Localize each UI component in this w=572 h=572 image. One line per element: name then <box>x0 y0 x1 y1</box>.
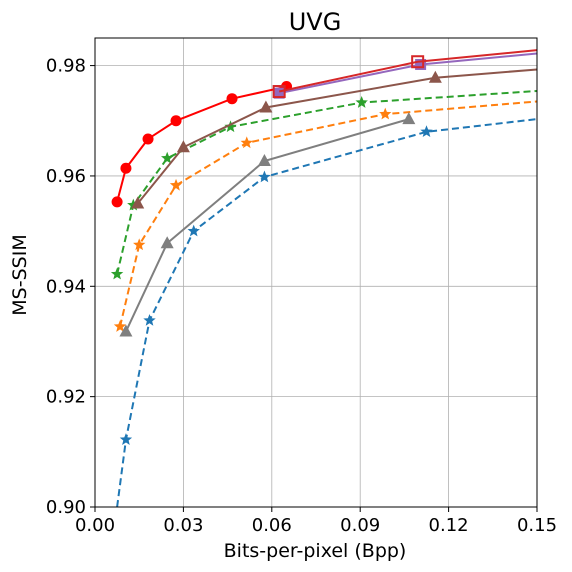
data-point <box>273 87 285 99</box>
data-point <box>257 154 271 167</box>
x-tick-label: 0.12 <box>429 515 469 536</box>
series-line <box>125 118 410 332</box>
data-point <box>420 125 433 138</box>
data-point <box>240 136 253 149</box>
data-point <box>127 198 140 211</box>
data-point <box>160 236 174 249</box>
chart-title: UVG <box>289 8 342 36</box>
data-point <box>142 133 154 145</box>
data-point <box>161 151 174 164</box>
x-tick-label: 0.03 <box>163 515 203 536</box>
data-point <box>224 120 237 133</box>
data-point <box>402 112 416 125</box>
data-point <box>119 324 133 337</box>
data-point <box>170 115 182 127</box>
series-0 <box>116 118 537 507</box>
series-line <box>116 89 537 275</box>
data-point <box>131 196 145 209</box>
series-line <box>116 85 287 203</box>
series-2 <box>110 89 537 280</box>
ticks: 0.00 0.03 0.06 0.09 0.12 0.15 0.90 0.92 0.94 0.96… <box>46 56 557 536</box>
data-point <box>110 267 124 280</box>
series-4 <box>131 68 537 209</box>
series-1 <box>113 100 537 332</box>
data-point <box>169 178 183 191</box>
data-point <box>411 55 425 69</box>
data-point <box>415 58 427 70</box>
data-point <box>355 96 368 108</box>
data-point <box>133 238 146 251</box>
x-tick-label: 0.00 <box>75 515 115 536</box>
data-point <box>187 224 200 237</box>
data-point <box>258 170 271 183</box>
y-tick-label: 0.94 <box>46 276 86 297</box>
data-point <box>111 196 123 208</box>
series-6 <box>273 52 537 99</box>
y-axis-label: MS-SSIM <box>9 234 31 315</box>
plot-frame <box>94 37 538 508</box>
grid <box>94 38 538 508</box>
y-tick-label: 0.92 <box>46 387 86 408</box>
series-line <box>278 49 537 93</box>
data-point <box>379 107 392 120</box>
data-point <box>428 70 442 83</box>
data-point <box>176 140 190 153</box>
x-axis-label: Bits-per-pixel (Bpp) <box>224 540 407 562</box>
x-tick-label: 0.06 <box>252 515 292 536</box>
y-tick-label: 0.98 <box>46 56 86 77</box>
series-3 <box>119 112 416 337</box>
data-point <box>120 162 132 174</box>
x-tick-label: 0.15 <box>517 515 557 536</box>
x-tick-label: 0.09 <box>340 515 380 536</box>
data-point <box>119 433 133 445</box>
y-tick-label: 0.90 <box>46 497 86 518</box>
data-point <box>113 320 127 332</box>
series-layer <box>110 49 537 507</box>
data-point <box>259 100 273 113</box>
y-tick-label: 0.96 <box>46 166 86 187</box>
series-line <box>119 100 537 327</box>
data-point <box>143 314 156 326</box>
data-point <box>226 93 238 105</box>
series-7 <box>272 49 537 99</box>
data-point <box>272 85 286 99</box>
